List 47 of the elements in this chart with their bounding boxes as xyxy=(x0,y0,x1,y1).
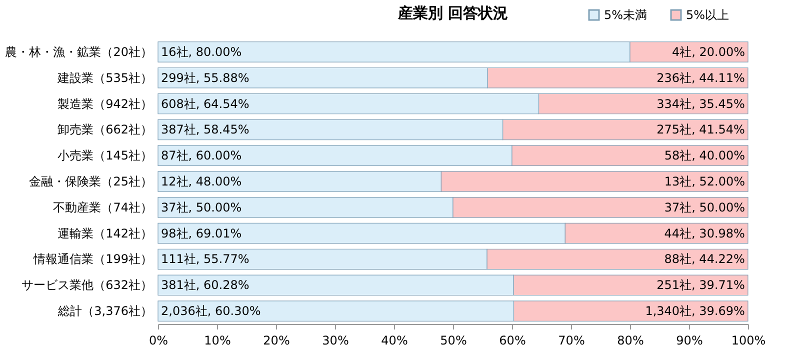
y-tick-label: 運輸業（142社） xyxy=(58,226,152,240)
x-tick-label: 90% xyxy=(676,334,703,348)
y-tick-label: 卸売業（662社） xyxy=(58,122,152,137)
data-label: 37社, 50.00% xyxy=(161,200,242,214)
data-label: 37社, 50.00% xyxy=(664,200,745,214)
data-label: 98社, 69.01% xyxy=(161,226,242,240)
y-tick-label: 小売業（145社） xyxy=(58,148,152,163)
x-tick-label: 10% xyxy=(204,334,231,348)
data-label: 12社, 48.00% xyxy=(161,174,242,188)
data-label: 58社, 40.00% xyxy=(664,148,745,163)
data-label: 1,340社, 39.69% xyxy=(645,304,745,318)
x-tick-label: 0% xyxy=(148,334,168,348)
x-tick-label: 100% xyxy=(731,334,766,348)
data-label: 88社, 44.22% xyxy=(664,252,745,266)
x-tick-label: 80% xyxy=(617,334,644,348)
data-label: 236社, 44.11% xyxy=(656,70,745,85)
y-tick-label: サービス業他（632社） xyxy=(22,278,152,292)
data-label: 275社, 41.54% xyxy=(656,122,745,137)
data-label: 4社, 20.00% xyxy=(672,44,745,59)
data-label: 251社, 39.71% xyxy=(656,278,745,292)
data-label: 44社, 30.98% xyxy=(664,226,745,240)
legend-label: 5%以上 xyxy=(686,8,730,22)
x-tick-label: 60% xyxy=(499,334,526,348)
data-label: 299社, 55.88% xyxy=(161,70,250,85)
data-label: 13社, 52.00% xyxy=(664,174,745,188)
x-tick-label: 30% xyxy=(322,334,349,348)
legend-label: 5%未満 xyxy=(604,8,648,22)
chart-title: 産業別 回答状況 xyxy=(396,4,508,22)
x-tick-label: 70% xyxy=(558,334,585,348)
data-label: 87社, 60.00% xyxy=(161,148,242,163)
data-label: 381社, 60.28% xyxy=(161,278,250,292)
y-tick-label: 農・林・漁・鉱業（20社） xyxy=(5,44,152,59)
y-tick-label: 不動産業（74社） xyxy=(53,200,152,214)
y-tick-label: 製造業（942社） xyxy=(58,96,152,111)
x-tick-label: 40% xyxy=(381,334,408,348)
data-label: 111社, 55.77% xyxy=(161,252,250,266)
data-label: 334社, 35.45% xyxy=(656,96,745,111)
y-tick-label: 情報通信業（199社） xyxy=(32,252,152,266)
data-label: 16社, 80.00% xyxy=(161,44,242,59)
y-tick-label: 建設業（535社） xyxy=(56,70,152,85)
data-label: 608社, 64.54% xyxy=(161,96,250,111)
data-label: 387社, 58.45% xyxy=(161,122,250,137)
y-tick-label: 金融・保険業（25社） xyxy=(29,174,152,188)
data-label: 2,036社, 60.30% xyxy=(161,304,261,318)
x-tick-label: 20% xyxy=(263,334,290,348)
y-tick-label: 総計（3,376社） xyxy=(57,304,152,318)
x-tick-label: 50% xyxy=(440,334,467,348)
